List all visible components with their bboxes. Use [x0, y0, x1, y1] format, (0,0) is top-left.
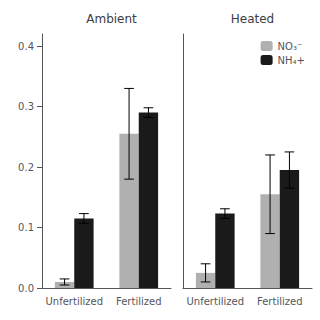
- svg-text:NH₄+: NH₄+: [278, 55, 305, 66]
- svg-text:Fertilized: Fertilized: [257, 296, 302, 307]
- svg-text:Unfertilized: Unfertilized: [46, 296, 103, 307]
- svg-text:Heated: Heated: [231, 12, 274, 26]
- svg-text:Unfertilized: Unfertilized: [187, 296, 244, 307]
- svg-text:NO₃⁻: NO₃⁻: [278, 41, 303, 52]
- svg-text:Ambient: Ambient: [86, 12, 137, 26]
- svg-text:0.4: 0.4: [18, 41, 34, 52]
- svg-text:0.1: 0.1: [18, 222, 34, 233]
- svg-text:0.0: 0.0: [18, 283, 34, 294]
- svg-text:0.2: 0.2: [18, 162, 34, 173]
- svg-text:Fertilized: Fertilized: [116, 296, 161, 307]
- svg-text:0.3: 0.3: [18, 101, 34, 112]
